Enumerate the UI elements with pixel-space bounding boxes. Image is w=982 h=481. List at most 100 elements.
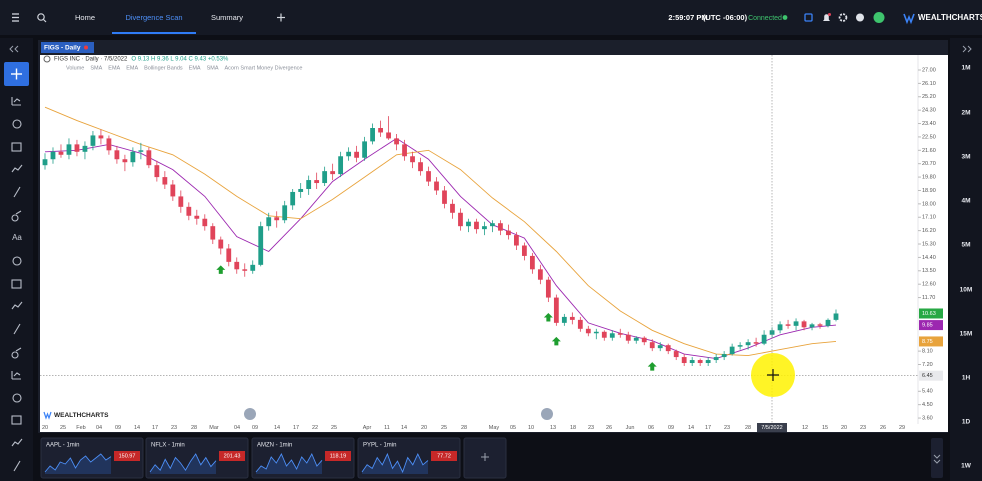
sparkline <box>255 452 323 473</box>
x-tick-label: 23 <box>171 425 177 431</box>
watchlist-price-box <box>114 451 140 461</box>
watchlist-card[interactable] <box>145 437 249 479</box>
save-icon[interactable] <box>804 13 813 22</box>
candle-body <box>561 316 567 323</box>
x-tick-label: 12 <box>802 425 808 431</box>
event-icon[interactable] <box>244 408 256 420</box>
interval-option: 4M <box>961 198 970 205</box>
watchlist-price: 77.72 <box>437 453 451 459</box>
bell-icon[interactable] <box>823 14 830 21</box>
y-tick-label: 17.10 <box>922 215 936 221</box>
bell-badge <box>828 13 831 16</box>
candle-body <box>226 248 232 262</box>
candle-body <box>122 159 128 163</box>
watchlist-price: 150.97 <box>119 453 136 459</box>
candle-body <box>657 345 663 349</box>
candle-body <box>74 144 80 152</box>
ma-last-value-box <box>919 336 943 347</box>
ma-last-value: 8.75 <box>922 339 933 345</box>
chart-settings-icon[interactable] <box>43 55 51 63</box>
tool-icon[interactable] <box>11 415 22 425</box>
x-tick-label: 23 <box>724 425 730 431</box>
add-tab[interactable] <box>277 13 285 22</box>
watchlist-card[interactable] <box>357 437 461 479</box>
candle-body <box>82 145 88 152</box>
crosshair-price-box <box>919 370 943 381</box>
watchlist-card[interactable] <box>40 437 144 479</box>
top-bar <box>0 0 982 35</box>
tool-icon[interactable] <box>11 142 22 152</box>
tool-icon[interactable] <box>12 256 22 266</box>
menu-icon[interactable] <box>12 13 19 22</box>
candle-body <box>609 333 615 338</box>
candle-body <box>450 203 455 213</box>
x-tick-label: 13 <box>550 425 556 431</box>
expand-icon <box>933 454 941 464</box>
search-icon[interactable] <box>37 13 47 23</box>
x-tick-label: 29 <box>899 425 905 431</box>
collapse-left[interactable] <box>9 45 19 53</box>
x-tick-label: 09 <box>115 425 121 431</box>
interval-option: 5M <box>961 242 970 249</box>
tool-icon[interactable] <box>13 186 21 198</box>
candle-body <box>585 328 591 334</box>
settings-icon[interactable] <box>838 13 848 22</box>
x-tick-label: Jun <box>626 425 635 431</box>
x-tick-label: 10 <box>528 425 534 431</box>
watchlist-symbol: NFLX - 1min <box>151 443 185 449</box>
candle-body <box>817 324 823 326</box>
collapse-right[interactable] <box>962 45 972 53</box>
candle-body <box>689 360 695 364</box>
y-tick-label: 5.40 <box>922 389 933 395</box>
candle-body <box>146 150 152 166</box>
help-icon[interactable] <box>856 13 864 22</box>
y-tick-label: 12.60 <box>922 282 936 288</box>
event-icon[interactable] <box>541 408 553 420</box>
indicator-label: EMA <box>189 65 201 71</box>
candle-body <box>785 324 791 326</box>
x-tick-label: 23 <box>588 425 594 431</box>
chart-tab[interactable] <box>41 42 94 53</box>
signal-arrow <box>216 265 226 274</box>
candle-body <box>298 188 304 192</box>
tool-icon[interactable] <box>13 323 21 335</box>
candle-body <box>154 165 160 178</box>
signal-arrow <box>543 313 553 322</box>
candle-body <box>138 150 144 152</box>
moving-average <box>44 137 837 360</box>
x-tick-label: 14 <box>274 425 280 431</box>
indicator-label: SMA <box>207 65 219 71</box>
tool-icon[interactable] <box>11 164 23 173</box>
tool-icon[interactable] <box>12 119 22 129</box>
tool-icon[interactable] <box>12 393 22 403</box>
last-price-box <box>919 308 943 319</box>
y-tick-label: 26.10 <box>922 81 936 87</box>
tool-icon[interactable] <box>11 347 22 359</box>
candle-body <box>50 151 56 160</box>
x-tick-label: 23 <box>860 425 866 431</box>
candle-body <box>833 313 839 320</box>
tool-icon[interactable] <box>11 301 23 310</box>
y-tick-label: 11.70 <box>922 295 935 301</box>
candle-body <box>673 351 679 358</box>
tool-icon[interactable] <box>11 210 22 222</box>
x-tick-label: 18 <box>570 425 576 431</box>
candle-body <box>258 226 264 265</box>
tool-icon[interactable] <box>13 460 21 472</box>
candle-body <box>322 171 328 184</box>
nav-tab: Home <box>75 13 95 22</box>
candle-body <box>593 331 599 334</box>
tool-icon[interactable] <box>11 279 22 289</box>
left-toolbar <box>0 38 33 481</box>
candle-body <box>242 269 248 271</box>
account-icon[interactable] <box>873 12 885 23</box>
interval-option: 15M <box>960 331 973 338</box>
x-tick-label: 15 <box>822 425 828 431</box>
candle-body <box>274 217 280 221</box>
candle-body <box>801 321 807 328</box>
tool-icon[interactable] <box>11 371 21 380</box>
chart-title: FIGS INC · Daily · 7/5/2022 <box>54 57 128 63</box>
tool-icon[interactable] <box>11 438 23 447</box>
candle-body <box>753 342 759 344</box>
tool-icon[interactable] <box>11 97 21 106</box>
